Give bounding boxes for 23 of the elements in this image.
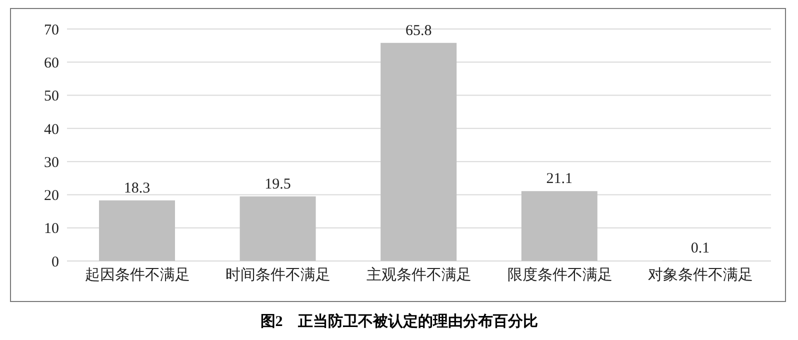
text: 图2 正当防卫不被认定的理由分布百分比 [259, 312, 539, 331]
y-tick-label: 50 [44, 88, 59, 105]
y-tick-label: 30 [44, 154, 59, 171]
y-tick-label: 0 [52, 254, 59, 270]
y-tick-label: 40 [44, 122, 59, 138]
data-label: 21.1 [546, 171, 573, 188]
x-tick-label: 限度条件不满足 [507, 266, 612, 284]
x-tick-label: 对象条件不满足 [648, 266, 754, 284]
bar [240, 196, 316, 261]
y-tick-label: 70 [44, 22, 59, 38]
bar [99, 200, 175, 261]
x-tick-label: 起因条件不满足 [84, 266, 190, 284]
data-label: 65.8 [405, 22, 432, 39]
data-label: 19.5 [264, 176, 291, 192]
x-tick-label: 时间条件不满足 [226, 266, 331, 284]
bar [380, 42, 457, 261]
bar [521, 191, 598, 261]
data-label: 0.1 [690, 240, 710, 257]
data-label: 18.3 [124, 180, 150, 196]
y-tick-label: 10 [44, 221, 59, 238]
x-tick-label: 主观条件不满足 [366, 266, 472, 284]
y-tick-label: 20 [44, 188, 59, 204]
y-tick-label: 60 [44, 55, 59, 72]
